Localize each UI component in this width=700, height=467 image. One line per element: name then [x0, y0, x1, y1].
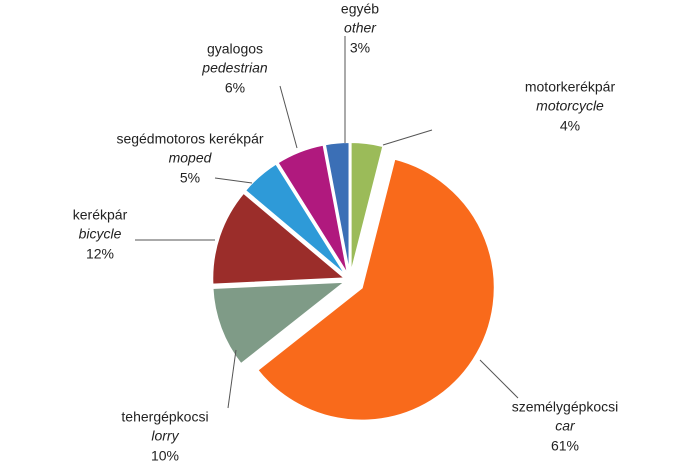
- slice-label: tehergépkocsi: [121, 409, 208, 425]
- pie-slice: [276, 143, 350, 276]
- slice-label-en: moped: [169, 150, 213, 166]
- slice-label: egyéb: [341, 1, 379, 17]
- slice-label: személygépkocsi: [512, 399, 619, 415]
- leader-line: [479, 359, 519, 399]
- slice-label: gyalogos: [207, 41, 263, 57]
- value-label: 5%: [180, 170, 200, 186]
- slice-label: kerékpár: [73, 207, 128, 223]
- pie-slice: [211, 191, 348, 286]
- leader-line: [382, 129, 433, 146]
- slice-label: segédmotoros kerékpár: [116, 131, 263, 147]
- slice-label-en: bicycle: [79, 226, 122, 242]
- slice-label-en: motorcycle: [536, 98, 604, 114]
- slice-label: motorkerékpár: [525, 79, 616, 95]
- value-label: 4%: [560, 118, 580, 134]
- leader-line: [227, 349, 237, 409]
- pie-slice: [349, 141, 385, 276]
- value-label: 6%: [225, 80, 245, 96]
- slice-label-en: car: [555, 418, 576, 434]
- value-label: 61%: [551, 438, 579, 454]
- value-label: 10%: [151, 448, 179, 464]
- pie-slice: [211, 280, 349, 366]
- slice-label-en: pedestrian: [201, 60, 268, 76]
- leader-line: [214, 177, 253, 184]
- slice-label-en: lorry: [151, 428, 179, 444]
- leader-line: [279, 85, 298, 149]
- value-label: 12%: [86, 246, 114, 262]
- value-label: 3%: [350, 40, 370, 56]
- pie-slice: [323, 141, 351, 276]
- pie-slice: [255, 157, 496, 422]
- slice-label-en: other: [344, 20, 377, 36]
- pie-slice: [243, 162, 348, 277]
